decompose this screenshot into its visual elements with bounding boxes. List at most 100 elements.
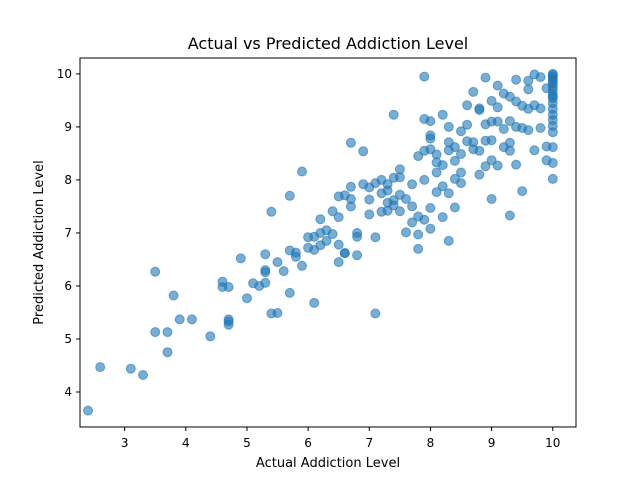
data-point (462, 100, 473, 111)
data-point (205, 331, 216, 342)
data-points (83, 68, 558, 416)
y-tick-label: 10 (57, 67, 72, 81)
data-point (419, 174, 430, 185)
data-point (431, 167, 442, 178)
data-point (486, 194, 497, 204)
data-point (431, 149, 442, 160)
data-point (150, 266, 161, 277)
data-point (547, 142, 558, 153)
data-point (425, 223, 436, 234)
data-point (498, 124, 509, 134)
data-point (449, 155, 460, 166)
data-point (284, 190, 295, 201)
data-point (352, 228, 363, 238)
data-point (339, 248, 350, 259)
data-point (321, 235, 332, 246)
data-point (352, 250, 363, 261)
y-axis-ticks: 4 5 6 7 8 9 10 (57, 67, 80, 399)
y-tick-label: 7 (64, 226, 72, 240)
x-tick-label: 7 (365, 436, 373, 450)
data-point (486, 135, 497, 146)
data-point (517, 186, 528, 197)
data-point (407, 217, 418, 228)
data-point (174, 314, 185, 325)
data-point (345, 181, 356, 192)
data-point (511, 159, 522, 170)
data-point (431, 187, 442, 198)
data-point (260, 265, 271, 276)
data-point (504, 210, 515, 221)
data-point (223, 282, 234, 292)
data-point (168, 290, 179, 301)
data-point (235, 253, 246, 264)
data-point (223, 319, 234, 330)
data-point (333, 239, 344, 250)
data-point (419, 71, 430, 82)
data-point (492, 80, 503, 91)
data-point (462, 119, 473, 130)
data-point (474, 103, 485, 114)
y-tick-label: 8 (64, 173, 72, 187)
x-axis-ticks: 3 4 5 6 7 8 9 10 (121, 427, 560, 450)
data-point (535, 103, 546, 114)
data-point (125, 363, 136, 374)
data-point (327, 229, 338, 239)
data-point (327, 206, 338, 217)
x-tick-label: 10 (545, 436, 560, 450)
data-point (413, 243, 424, 254)
data-point (443, 188, 454, 199)
data-point (358, 146, 369, 157)
data-point (186, 314, 197, 325)
data-point (437, 160, 448, 171)
data-point (419, 214, 430, 225)
data-point (523, 84, 534, 95)
y-tick-label: 9 (64, 120, 72, 134)
x-tick-label: 6 (304, 436, 312, 450)
data-point (547, 91, 558, 102)
data-point (468, 137, 479, 148)
chart-title: Actual vs Predicted Addiction Level (188, 34, 468, 53)
data-point (480, 72, 491, 83)
data-point (364, 194, 375, 205)
data-point (492, 102, 503, 113)
data-point (333, 257, 344, 268)
data-point (413, 229, 424, 240)
data-point (480, 161, 491, 172)
data-point (492, 160, 503, 171)
data-point (474, 169, 485, 180)
data-point (456, 167, 466, 178)
data-point (297, 260, 307, 271)
data-point (333, 212, 344, 223)
data-point (486, 95, 497, 106)
data-point (345, 194, 356, 204)
data-point (364, 209, 375, 220)
x-axis-label: Actual Addiction Level (256, 456, 400, 471)
data-point (260, 249, 271, 260)
data-point (492, 116, 503, 127)
data-point (443, 121, 454, 132)
data-point (138, 370, 148, 380)
data-point (437, 181, 448, 192)
data-point (370, 308, 381, 319)
data-point (297, 166, 307, 177)
data-point (474, 145, 485, 156)
data-point (278, 266, 289, 277)
data-point (523, 75, 534, 86)
data-point (425, 203, 436, 213)
data-point (529, 145, 540, 156)
y-tick-label: 4 (64, 385, 72, 399)
data-point (443, 235, 454, 246)
data-point (547, 68, 558, 79)
x-tick-label: 8 (427, 436, 435, 450)
data-point (456, 149, 466, 159)
data-point (407, 179, 418, 190)
data-point (83, 405, 93, 416)
data-point (449, 202, 460, 213)
data-point (547, 158, 558, 168)
data-point (437, 109, 448, 120)
data-point (425, 116, 436, 127)
data-point (345, 137, 356, 148)
data-point (162, 347, 173, 358)
